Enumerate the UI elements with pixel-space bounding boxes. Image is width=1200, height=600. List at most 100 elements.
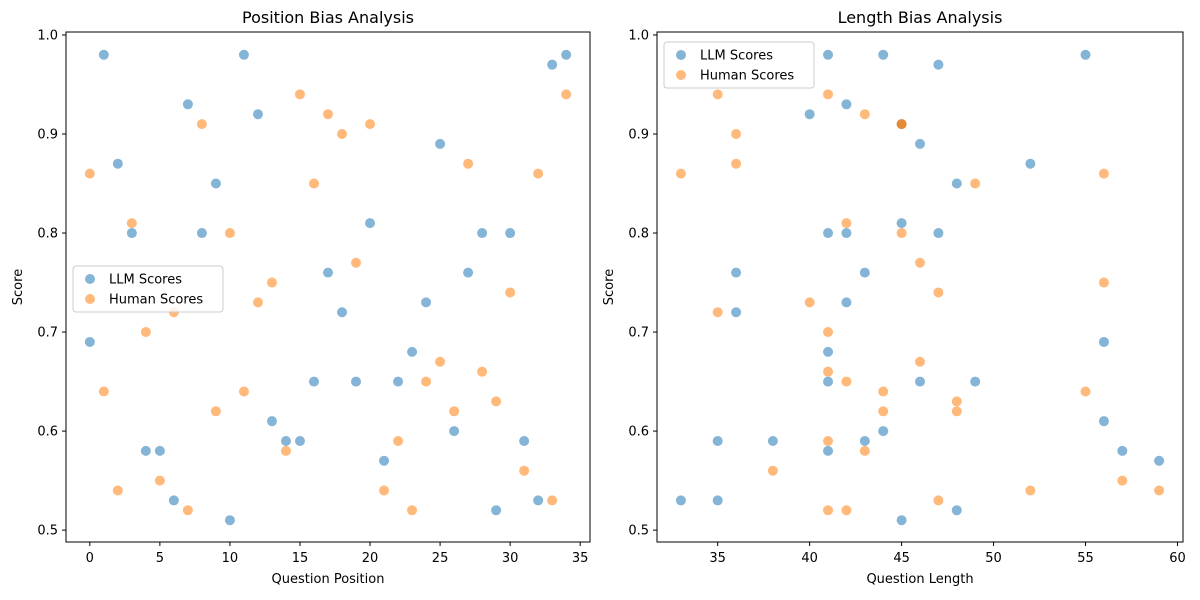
data-point <box>675 495 686 506</box>
data-point <box>823 366 834 377</box>
y-tick-label: 0.7 <box>37 326 58 341</box>
x-tick-label: 35 <box>709 551 726 566</box>
data-point <box>351 257 362 268</box>
data-point <box>224 228 235 239</box>
data-point <box>731 307 742 318</box>
data-point <box>951 178 962 189</box>
x-tick-label: 20 <box>362 551 379 566</box>
data-point <box>252 109 263 120</box>
legend-label: Human Scores <box>700 69 794 84</box>
y-tick-label: 0.9 <box>37 128 58 143</box>
legend-label: LLM Scores <box>109 273 182 288</box>
y-tick-label: 0.5 <box>628 524 649 539</box>
data-point <box>379 455 390 466</box>
data-point <box>351 376 362 387</box>
data-point <box>1098 336 1109 347</box>
legend-box <box>663 41 815 89</box>
data-point <box>140 445 151 456</box>
data-point <box>238 386 249 397</box>
data-point <box>896 515 907 526</box>
data-point <box>1098 416 1109 427</box>
data-point <box>196 119 207 130</box>
data-point <box>210 178 221 189</box>
data-point <box>841 297 852 308</box>
data-point <box>896 119 907 130</box>
data-point <box>712 495 723 506</box>
data-point <box>561 89 572 100</box>
data-point <box>951 406 962 417</box>
data-point <box>393 435 404 446</box>
data-point <box>1025 485 1036 496</box>
data-point <box>878 406 889 417</box>
data-point <box>859 445 870 456</box>
x-axis-label: Question Position <box>272 572 385 587</box>
data-point <box>463 267 474 278</box>
data-point <box>804 297 815 308</box>
series-llm-points <box>84 49 572 526</box>
data-point <box>933 287 944 298</box>
data-point <box>84 336 95 347</box>
data-point <box>140 327 151 338</box>
data-point <box>421 297 432 308</box>
data-point <box>449 406 460 417</box>
data-point <box>712 435 723 446</box>
data-point <box>182 99 193 110</box>
y-tick-label: 0.6 <box>37 425 58 440</box>
data-point <box>210 406 221 417</box>
x-tick-label: 15 <box>292 551 309 566</box>
data-point <box>1098 168 1109 179</box>
data-point <box>859 435 870 446</box>
data-point <box>323 267 333 278</box>
data-point <box>561 49 572 60</box>
data-point <box>112 485 123 496</box>
series-human-points <box>675 89 1165 516</box>
data-point <box>98 49 109 60</box>
data-point <box>407 346 418 357</box>
x-tick-label: 55 <box>1077 551 1094 566</box>
data-point <box>731 158 742 169</box>
data-point <box>970 178 981 189</box>
data-point <box>252 297 263 308</box>
data-point <box>505 228 516 239</box>
y-tick-label: 0.6 <box>628 425 649 440</box>
x-tick-label: 45 <box>893 551 910 566</box>
plot-frame <box>656 31 1184 543</box>
data-point <box>308 178 319 189</box>
data-point <box>308 376 319 387</box>
x-tick-label: 5 <box>156 551 164 566</box>
y-tick-label: 0.8 <box>628 227 649 242</box>
data-point <box>767 435 778 446</box>
legend-marker <box>676 50 686 60</box>
legend-marker <box>85 294 95 304</box>
data-point <box>675 168 686 179</box>
data-point <box>421 376 432 387</box>
data-point <box>294 435 305 446</box>
data-point <box>463 158 474 169</box>
data-point <box>533 495 544 506</box>
data-point <box>294 89 305 100</box>
data-point <box>238 49 249 60</box>
data-point <box>168 495 179 506</box>
data-point <box>823 505 834 516</box>
x-tick-label: 50 <box>985 551 1002 566</box>
data-point <box>365 119 376 130</box>
legend-marker <box>85 274 95 284</box>
y-tick-label: 1.0 <box>628 28 649 43</box>
chart-title: Length Bias Analysis <box>838 8 1003 27</box>
data-point <box>859 267 870 278</box>
chart-title: Position Bias Analysis <box>242 8 414 27</box>
data-point <box>841 218 852 229</box>
data-point <box>1117 475 1128 486</box>
data-point <box>878 386 889 397</box>
data-point <box>505 287 516 298</box>
data-point <box>519 435 530 446</box>
legend: LLM Scores Human Scores <box>663 41 815 89</box>
data-point <box>712 307 723 318</box>
legend: LLM Scores Human Scores <box>72 265 224 313</box>
data-point <box>915 376 925 387</box>
plot-frame <box>65 31 591 543</box>
x-axis-label: Question Length <box>866 572 973 587</box>
data-point <box>393 376 404 387</box>
data-point <box>823 49 834 60</box>
data-point <box>154 445 165 456</box>
